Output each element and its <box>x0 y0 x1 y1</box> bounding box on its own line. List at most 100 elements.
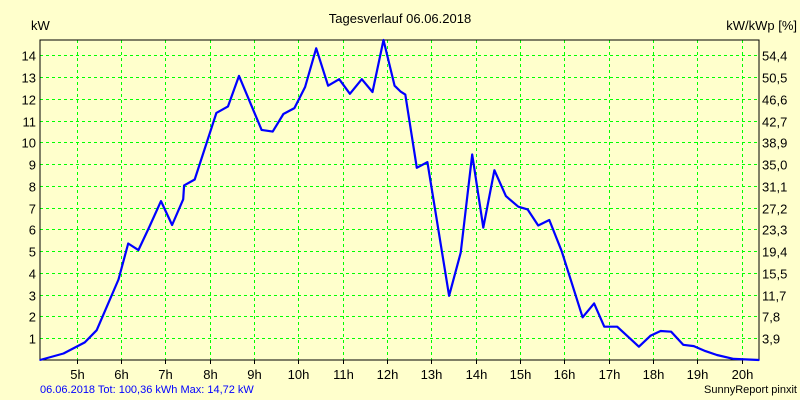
x-tick-label: 15h <box>510 367 532 382</box>
y-tick-label-left: 2 <box>29 310 36 325</box>
data-point <box>215 112 218 114</box>
data-point <box>260 129 263 131</box>
data-point <box>649 335 652 337</box>
x-tick-label: 18h <box>643 367 665 382</box>
data-point <box>593 302 595 305</box>
data-point <box>393 84 396 87</box>
data-point <box>399 90 402 93</box>
y-tick-label-left: 8 <box>29 180 36 195</box>
data-point <box>659 330 662 332</box>
y-tick-label-left: 9 <box>29 158 36 173</box>
footer-summary: 06.06.2018 Tot: 100,36 kWh Max: 14,72 kW <box>40 384 254 396</box>
data-point <box>83 341 86 344</box>
data-point <box>704 350 707 352</box>
y-tick-label-right: 27,2 <box>762 202 787 217</box>
y-tick-label-left: 4 <box>29 267 36 282</box>
y-tick-label-left: 14 <box>22 49 36 64</box>
y-tick-label-left: 13 <box>22 71 36 86</box>
y-tick-label-left: 10 <box>22 136 36 151</box>
data-point <box>415 166 418 169</box>
y-tick-label-right: 42,7 <box>762 115 787 130</box>
x-tick-label: 5h <box>70 367 84 382</box>
data-point <box>732 358 735 360</box>
data-point <box>271 130 274 133</box>
x-tick-label: 17h <box>599 367 621 382</box>
x-tick-label: 7h <box>158 367 172 382</box>
data-point <box>638 345 640 348</box>
data-point <box>304 86 306 88</box>
data-point <box>603 325 606 328</box>
y-tick-label-left: 3 <box>29 289 36 304</box>
data-point <box>758 359 760 361</box>
x-tick-label: 12h <box>377 367 399 382</box>
data-point <box>39 359 41 361</box>
data-point <box>62 352 65 355</box>
tick-labels: 5h 6h 7h 8h 9h 10h 11h 12h 13h 14h 15h 16h 17h 18h 19h… <box>22 49 788 383</box>
data-point <box>193 178 196 181</box>
data-point <box>238 75 240 77</box>
y-tick-label-left: 11 <box>23 115 37 130</box>
data-point <box>581 316 584 319</box>
y-tick-label-left: 5 <box>29 245 36 260</box>
data-point <box>493 169 496 171</box>
data-point <box>560 250 563 252</box>
data-point <box>95 329 98 331</box>
data-point <box>327 84 329 87</box>
y-tick-label-right: 46,6 <box>762 93 787 108</box>
grid <box>40 40 759 364</box>
data-point <box>171 224 173 226</box>
data-point <box>682 343 684 346</box>
y-tick-label-left: 12 <box>22 93 36 108</box>
y-tick-label-right: 11,7 <box>762 289 786 304</box>
y-tick-label-right: 54,4 <box>762 49 787 64</box>
data-point <box>728 357 730 359</box>
y-tick-label-left: 1 <box>29 332 36 347</box>
data-point <box>117 278 120 281</box>
data-point <box>670 330 673 333</box>
data-point <box>693 345 695 347</box>
data-point <box>338 78 341 80</box>
y-tick-label-right: 19,4 <box>762 245 787 260</box>
data-point <box>282 113 285 115</box>
y-tick-label-right: 23,3 <box>762 223 787 238</box>
data-point <box>182 198 184 201</box>
data-point <box>537 224 540 227</box>
data-point <box>382 39 385 41</box>
y-tick-label-right: 7,8 <box>762 310 780 325</box>
data-point <box>471 153 473 156</box>
data-point <box>371 91 374 93</box>
y-tick-label-right: 50,5 <box>762 71 787 86</box>
data-point <box>349 92 351 95</box>
data-point <box>448 294 450 297</box>
data-point <box>293 107 296 109</box>
y-tick-label-left: 7 <box>29 202 36 217</box>
x-tick-label: 13h <box>421 367 443 382</box>
plot-frame <box>39 39 760 361</box>
x-tick-label: 11h <box>333 367 354 382</box>
y-tick-label-right: 3,9 <box>762 332 780 347</box>
series-line-kW <box>39 38 760 362</box>
x-tick-label: 19h <box>687 367 709 382</box>
data-point <box>137 249 140 251</box>
x-tick-label: 10h <box>288 367 310 382</box>
x-tick-label: 6h <box>114 367 128 382</box>
y-tick-label-right: 31,1 <box>762 180 787 195</box>
y-tick-label-right: 15,5 <box>762 267 787 282</box>
data-point <box>315 47 317 50</box>
data-point <box>459 251 462 254</box>
data-point <box>548 219 551 221</box>
series-group <box>39 38 760 362</box>
data-point <box>505 195 507 197</box>
data-point <box>526 208 529 211</box>
chart-title: Tagesverlauf 06.06.2018 <box>329 11 471 26</box>
data-point <box>716 354 718 356</box>
data-point <box>127 242 130 245</box>
x-tick-label: 14h <box>466 367 488 382</box>
x-tick-label: 20h <box>732 367 754 382</box>
data-point <box>517 205 520 208</box>
data-point <box>482 226 485 229</box>
y-axis-label-left: kW <box>31 18 51 33</box>
data-point <box>160 200 162 202</box>
x-tick-label: 16h <box>554 367 576 382</box>
